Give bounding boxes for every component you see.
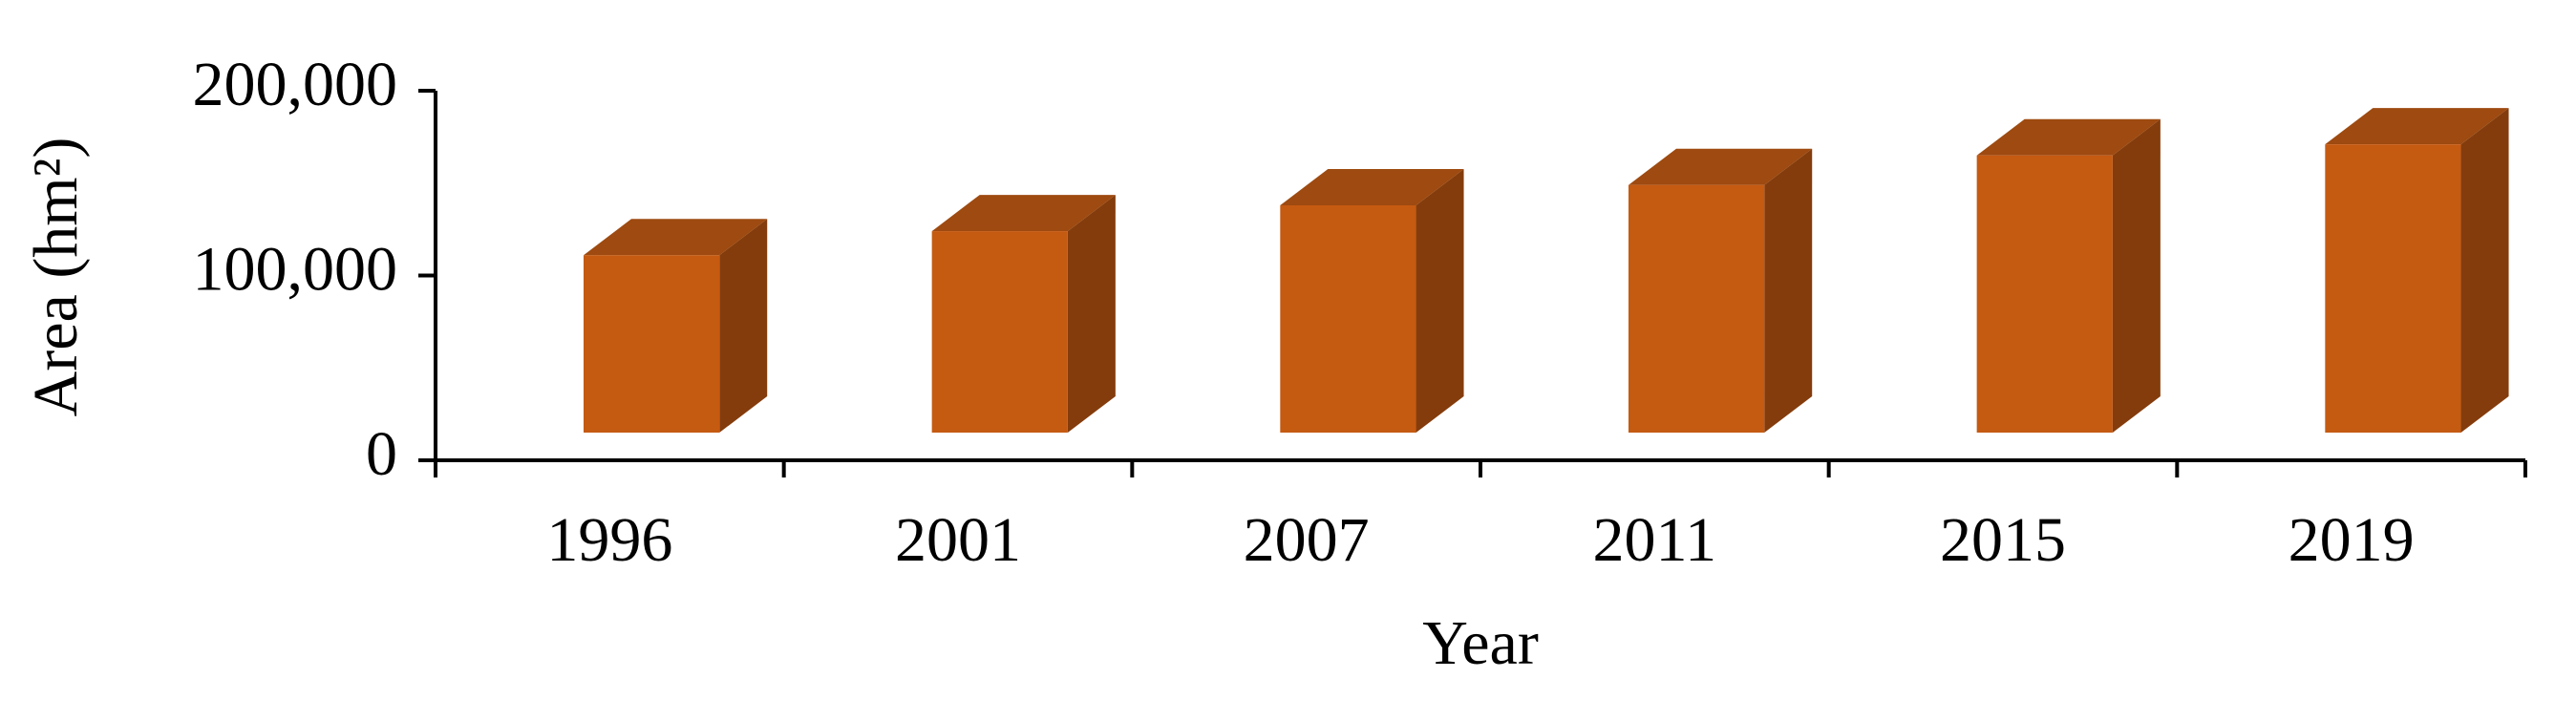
y-tick-label: 200,000 (193, 50, 398, 119)
bar-top (931, 195, 1116, 232)
x-tick-label: 1996 (546, 505, 672, 575)
bar-top (2325, 108, 2509, 145)
x-tick-label: 2007 (1244, 505, 1370, 575)
bar-side (1764, 148, 1813, 433)
bar (1628, 184, 1765, 433)
x-axis-title: Year (1422, 608, 1539, 678)
bar (1976, 155, 2113, 433)
bar-top (1280, 168, 1464, 205)
bar-side (1067, 195, 1116, 433)
x-tick-label: 2019 (2289, 505, 2415, 575)
bar (931, 231, 1068, 433)
bar (2325, 144, 2461, 433)
x-tick-label: 2001 (895, 505, 1021, 575)
bar (1280, 204, 1416, 433)
bar-side (719, 219, 768, 433)
bar-top (1976, 118, 2161, 156)
y-tick-label: 0 (366, 419, 397, 489)
bar-top (1628, 148, 1813, 185)
x-tick-label: 2015 (1940, 505, 2066, 575)
y-tick-label: 100,000 (193, 235, 398, 305)
bar-top (583, 219, 768, 256)
bar-side (2460, 108, 2509, 433)
bar-side (2112, 118, 2161, 433)
x-tick-label: 2011 (1593, 505, 1717, 575)
bar (583, 255, 720, 433)
bar-side (1416, 168, 1464, 433)
y-axis-title: Area (hm²) (21, 138, 91, 417)
